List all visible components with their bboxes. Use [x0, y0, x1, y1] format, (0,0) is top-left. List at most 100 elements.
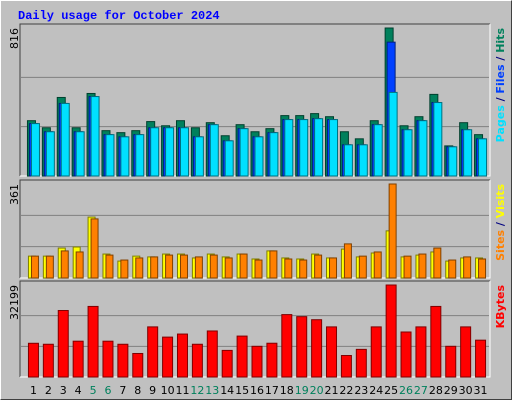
x-tick-label: 8 [134, 384, 141, 397]
legend-entry: Files [494, 64, 507, 94]
bar [299, 259, 308, 279]
bar [314, 118, 324, 177]
bar [27, 342, 39, 378]
bar [90, 218, 99, 279]
bar [314, 254, 323, 279]
bar [120, 259, 129, 279]
legend-separator: / [494, 218, 507, 230]
x-tick-label: 3 [60, 384, 67, 397]
bar [150, 256, 159, 279]
x-tick-label: 9 [149, 384, 156, 397]
bar [90, 96, 100, 177]
bar [224, 140, 234, 177]
x-tick-label: 5 [90, 384, 97, 397]
bar [329, 257, 338, 279]
bar [57, 310, 69, 378]
bar [102, 340, 114, 378]
bar [329, 119, 339, 177]
y-tick-label: 361 [8, 184, 21, 205]
bar [87, 305, 99, 378]
bar [358, 255, 367, 279]
x-tick-label: 2 [45, 384, 52, 397]
x-tick-label: 1 [30, 384, 37, 397]
legend: Sites / Visits [494, 184, 507, 261]
bar [239, 128, 249, 177]
x-tick-label: 21 [325, 384, 339, 397]
x-tick-label: 24 [369, 384, 383, 397]
x-tick-label: 23 [354, 384, 368, 397]
bar [269, 132, 279, 177]
panel-frame [19, 23, 490, 176]
x-tick-label: 27 [414, 384, 428, 397]
bar [254, 136, 264, 177]
bar [296, 316, 308, 378]
bar [30, 123, 40, 177]
panel-frame-light [20, 180, 491, 279]
bar [251, 345, 263, 378]
panel-frame [19, 280, 490, 377]
bar [239, 253, 248, 279]
bar [478, 258, 487, 279]
bar [162, 336, 174, 378]
bar [75, 251, 84, 279]
x-tick-label: 31 [474, 384, 488, 397]
x-tick-label: 14 [220, 384, 234, 397]
x-tick-label: 17 [265, 384, 279, 397]
bar [388, 183, 397, 279]
bar [284, 119, 294, 177]
bar [176, 333, 188, 378]
y-tick-label: 32199 [8, 285, 21, 320]
bar [266, 342, 278, 378]
bar [206, 330, 218, 378]
bar [165, 127, 175, 177]
bar [463, 129, 473, 177]
legend-entry: Pages [494, 105, 507, 143]
x-tick-label: 20 [310, 384, 324, 397]
bar [373, 124, 383, 177]
legend-entry: Hits [494, 28, 507, 53]
bar [373, 251, 382, 279]
legend-entry: Visits [494, 184, 507, 219]
bar [45, 131, 55, 177]
bar [460, 326, 472, 378]
bar [445, 345, 457, 378]
bar [403, 129, 413, 177]
bar [45, 255, 54, 279]
x-tick-label: 4 [75, 384, 82, 397]
x-tick-label: 18 [280, 384, 294, 397]
bar [209, 124, 219, 177]
bar [30, 255, 39, 279]
bar [326, 326, 338, 378]
bar [236, 335, 248, 378]
bar [388, 91, 398, 177]
bar [132, 352, 144, 378]
bar [433, 247, 442, 279]
bar [418, 120, 428, 177]
bar [179, 127, 189, 177]
bar [72, 340, 84, 378]
x-tick-label: 26 [399, 384, 413, 397]
bar [60, 250, 69, 279]
x-tick-label: 11 [175, 384, 189, 397]
bar [284, 258, 293, 279]
bar [254, 259, 263, 279]
x-tick-label: 28 [429, 384, 443, 397]
x-tick-label: 6 [104, 384, 111, 397]
x-tick-label: 15 [235, 384, 249, 397]
bar [415, 326, 427, 378]
bar [463, 256, 472, 279]
panel-frame [19, 179, 490, 278]
bar [105, 134, 115, 177]
bar [311, 319, 323, 378]
bar [370, 326, 382, 378]
bar [194, 136, 204, 177]
bar [340, 355, 352, 378]
y-tick-label: 816 [8, 28, 21, 49]
bar [209, 254, 218, 279]
bar [478, 138, 488, 177]
bar [191, 343, 203, 378]
bar [448, 146, 458, 177]
bar [430, 305, 442, 378]
bar [179, 254, 188, 279]
